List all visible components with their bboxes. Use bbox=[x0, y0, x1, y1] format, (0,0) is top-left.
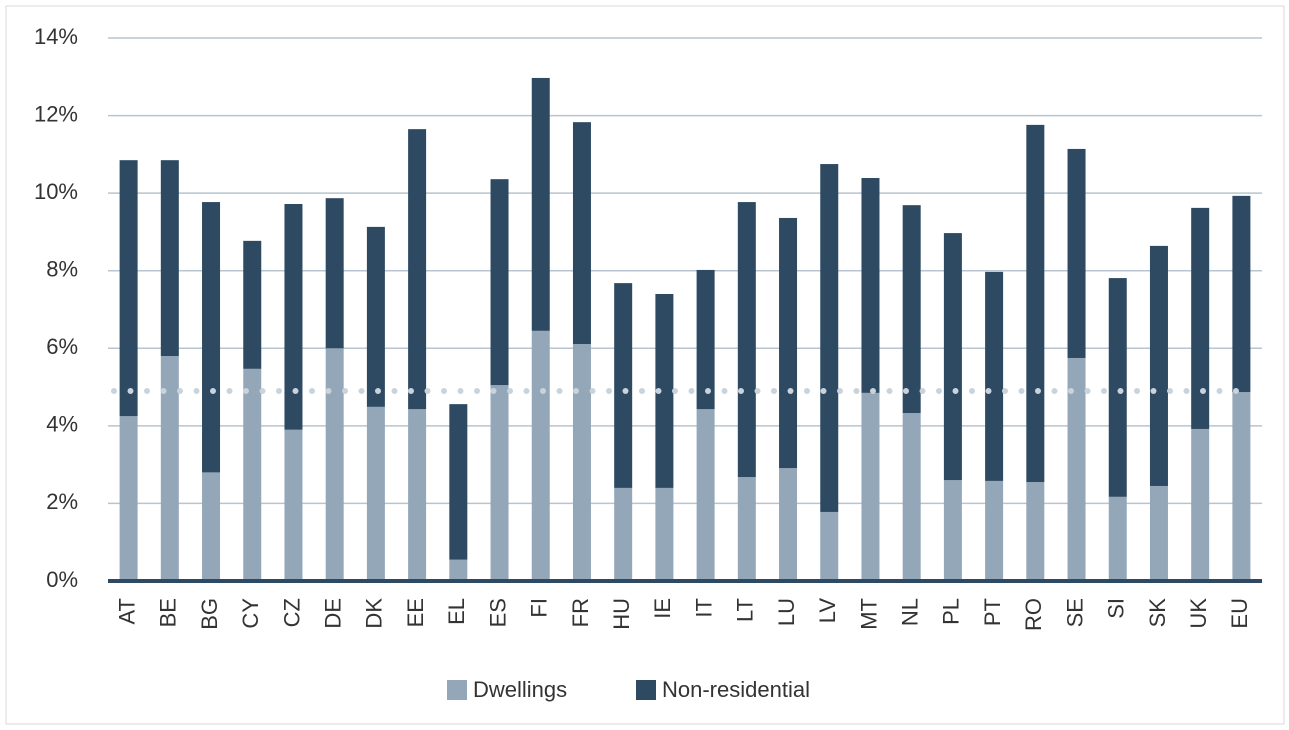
bar-segment bbox=[779, 468, 798, 581]
bar-segment bbox=[614, 283, 633, 488]
bar-segment bbox=[449, 559, 468, 581]
x-tick-label: RO bbox=[1021, 598, 1046, 631]
bar-segment bbox=[779, 217, 798, 469]
bar-segment bbox=[160, 160, 179, 357]
x-tick-label: SI bbox=[1104, 598, 1129, 619]
y-tick-label: 0% bbox=[46, 567, 78, 592]
bar-segment bbox=[284, 429, 303, 581]
x-tick-label: SE bbox=[1062, 598, 1087, 627]
bar-segment bbox=[325, 348, 344, 581]
bar-segment bbox=[1067, 357, 1086, 581]
bar-segment bbox=[366, 226, 385, 407]
bar-segment bbox=[1149, 485, 1168, 581]
bar-segment bbox=[202, 472, 221, 581]
bar-segment bbox=[408, 409, 427, 581]
bar-segment bbox=[737, 477, 756, 581]
bar-segment bbox=[202, 202, 221, 473]
x-tick-label: CZ bbox=[279, 598, 304, 627]
bar-segment bbox=[531, 330, 550, 581]
bar-segment bbox=[820, 511, 839, 581]
bar-segment bbox=[449, 404, 468, 560]
y-tick-label: 4% bbox=[46, 412, 78, 437]
x-tick-label: FI bbox=[527, 598, 552, 618]
bar-segment bbox=[655, 293, 674, 488]
bar-segment bbox=[696, 409, 715, 581]
y-tick-label: 12% bbox=[34, 101, 78, 126]
bar-segment bbox=[366, 406, 385, 581]
y-tick-label: 2% bbox=[46, 489, 78, 514]
x-tick-label: BE bbox=[156, 598, 181, 627]
bar-segment bbox=[1026, 124, 1045, 483]
bar-segment bbox=[902, 413, 921, 581]
x-tick-label: LV bbox=[815, 598, 840, 624]
x-tick-label: EL bbox=[444, 598, 469, 625]
bar-segment bbox=[160, 356, 179, 581]
x-tick-label: DK bbox=[362, 598, 387, 629]
x-tick-label: MT bbox=[856, 598, 881, 630]
bar-segment bbox=[1232, 392, 1251, 581]
x-tick-label: NL bbox=[897, 598, 922, 626]
x-tick-label: SK bbox=[1145, 598, 1170, 628]
bar-segment bbox=[531, 77, 550, 331]
bar-segment bbox=[119, 416, 138, 581]
bar-segment bbox=[861, 178, 880, 393]
x-tick-label: PT bbox=[980, 598, 1005, 626]
bar-segment bbox=[985, 271, 1004, 481]
bar-segment bbox=[490, 179, 509, 386]
bar-segment bbox=[490, 385, 509, 581]
x-tick-label: LU bbox=[774, 598, 799, 626]
bar-segment bbox=[325, 198, 344, 349]
x-tick-label: LT bbox=[733, 598, 758, 622]
bar-segment bbox=[1191, 428, 1210, 581]
bar-segment bbox=[1108, 496, 1127, 581]
x-tick-label: FR bbox=[568, 598, 593, 627]
bar-segment bbox=[820, 164, 839, 512]
legend-swatch bbox=[636, 680, 656, 700]
bar-segment bbox=[655, 487, 674, 581]
bar-segment bbox=[408, 129, 427, 410]
bar-segment bbox=[572, 344, 591, 581]
bar-segment bbox=[1191, 207, 1210, 429]
bar-segment bbox=[902, 205, 921, 414]
bar-segment bbox=[985, 480, 1004, 581]
bar-segment bbox=[861, 392, 880, 581]
x-tick-label: IT bbox=[691, 598, 716, 618]
bar-segment bbox=[284, 204, 303, 430]
bar-segment bbox=[614, 487, 633, 581]
x-tick-label: ES bbox=[485, 598, 510, 627]
bar-segment bbox=[1232, 195, 1251, 393]
x-tick-label: CY bbox=[238, 598, 263, 629]
legend-swatch bbox=[447, 680, 467, 700]
x-tick-label: BG bbox=[197, 598, 222, 630]
x-tick-label: DE bbox=[320, 598, 345, 629]
bar-segment bbox=[943, 233, 962, 481]
bar-segment bbox=[572, 122, 591, 345]
y-tick-label: 10% bbox=[34, 179, 78, 204]
x-tick-label: HU bbox=[609, 598, 634, 630]
x-tick-label: UK bbox=[1186, 598, 1211, 629]
x-tick-label: EE bbox=[403, 598, 428, 627]
bar-segment bbox=[943, 480, 962, 581]
bar-segment bbox=[1067, 148, 1086, 358]
chart-frame bbox=[5, 5, 1285, 725]
y-tick-label: 6% bbox=[46, 334, 78, 359]
x-tick-label: IE bbox=[650, 598, 675, 619]
legend-label: Dwellings bbox=[473, 677, 567, 702]
bar-segment bbox=[119, 160, 138, 417]
x-tick-label: PL bbox=[939, 598, 964, 625]
bar-segment bbox=[696, 269, 715, 410]
x-tick-label: EU bbox=[1227, 598, 1252, 629]
y-tick-label: 14% bbox=[34, 24, 78, 49]
x-tick-label: AT bbox=[114, 598, 139, 624]
bar-segment bbox=[737, 202, 756, 478]
y-tick-label: 8% bbox=[46, 257, 78, 282]
legend-label: Non-residential bbox=[662, 677, 810, 702]
bar-segment bbox=[243, 368, 262, 581]
bar-segment bbox=[1108, 278, 1127, 497]
bar-segment bbox=[243, 240, 262, 369]
bar-segment bbox=[1026, 482, 1045, 581]
bar-segment bbox=[1149, 245, 1168, 486]
